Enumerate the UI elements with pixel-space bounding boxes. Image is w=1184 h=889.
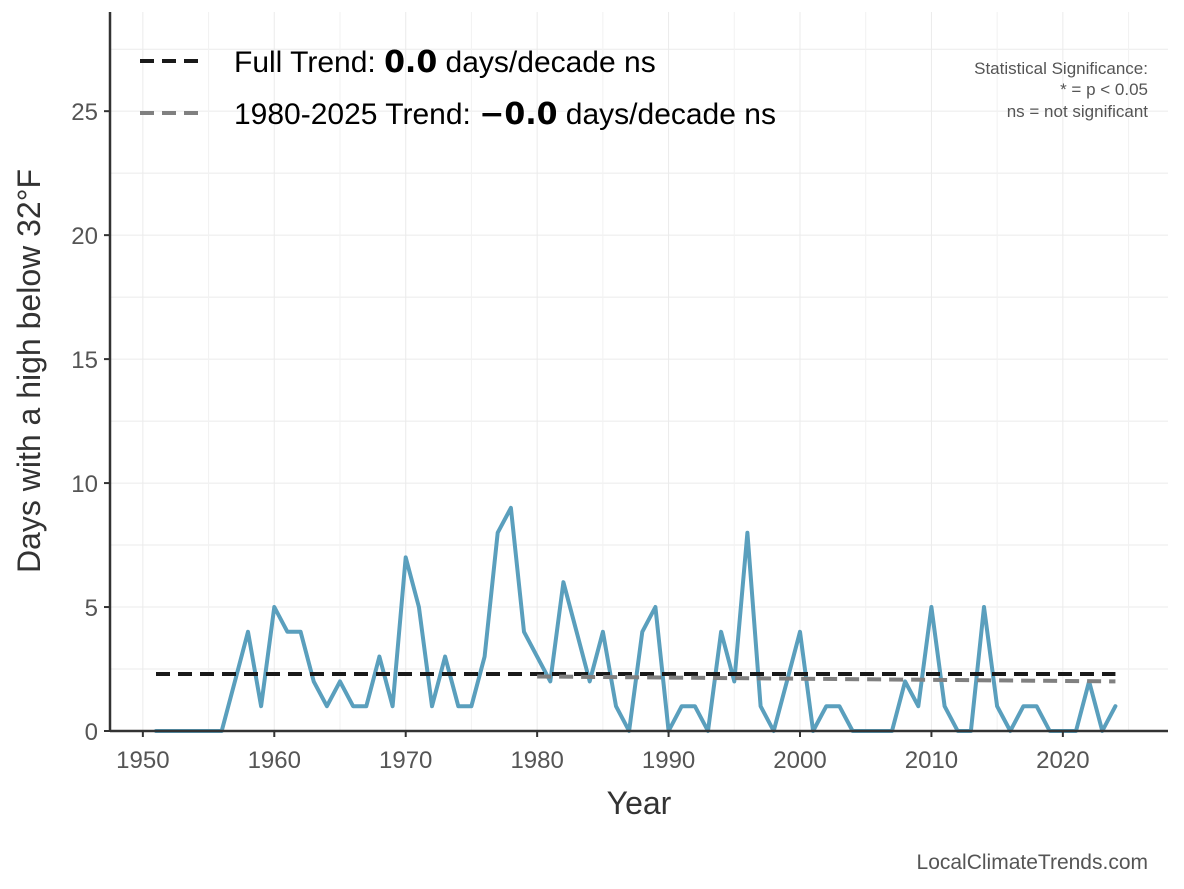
axes [108, 12, 1168, 733]
x-axis-title: Year [607, 785, 672, 821]
legend-label-full: Full Trend: 0.0 days/decade ns [234, 45, 656, 80]
y-axis-title: Days with a high below 32°F [11, 169, 47, 573]
gridlines [110, 12, 1168, 731]
credit-text: LocalClimateTrends.com [917, 851, 1148, 874]
legend-full-suffix: days/decade ns [437, 46, 655, 79]
x-tick-label: 1960 [248, 747, 301, 774]
legend-recent-suffix: days/decade ns [557, 98, 775, 131]
significance-note: Statistical Significance: * = p < 0.05 n… [974, 59, 1148, 121]
x-tick-label: 2000 [773, 747, 826, 774]
x-ticks: 1950 1960 1970 1980 1990 2000 2010 2020 [116, 731, 1090, 774]
legend-recent-prefix: 1980-2025 Trend: [234, 98, 479, 131]
series-line [154, 505, 1118, 733]
x-tick-label: 2020 [1036, 747, 1089, 774]
legend-label-recent: 1980-2025 Trend: −0.0 days/decade ns [234, 97, 776, 132]
significance-title: Statistical Significance: [974, 59, 1148, 78]
x-tick-label: 2010 [905, 747, 958, 774]
trend-lines [156, 671, 1116, 684]
recent-trend-line [537, 674, 1116, 684]
x-tick-label: 1980 [510, 747, 563, 774]
y-tick-label: 25 [71, 99, 98, 126]
legend-full-value: 0.0 [384, 45, 437, 80]
significance-ns: ns = not significant [1007, 102, 1149, 121]
y-tick-label: 10 [71, 471, 98, 498]
legend: Full Trend: 0.0 days/decade ns 1980-2025… [140, 45, 776, 132]
y-ticks: 0 5 10 15 20 25 [71, 99, 110, 746]
y-tick-label: 5 [85, 595, 98, 622]
y-tick-label: 0 [85, 719, 98, 746]
x-tick-label: 1970 [379, 747, 432, 774]
significance-p: * = p < 0.05 [1060, 80, 1148, 99]
legend-full-prefix: Full Trend: [234, 46, 384, 79]
y-tick-label: 20 [71, 223, 98, 250]
data-series [154, 505, 1118, 733]
y-tick-label: 15 [71, 347, 98, 374]
x-tick-label: 1990 [642, 747, 695, 774]
x-tick-label: 1950 [116, 747, 169, 774]
legend-recent-value: −0.0 [479, 97, 557, 132]
